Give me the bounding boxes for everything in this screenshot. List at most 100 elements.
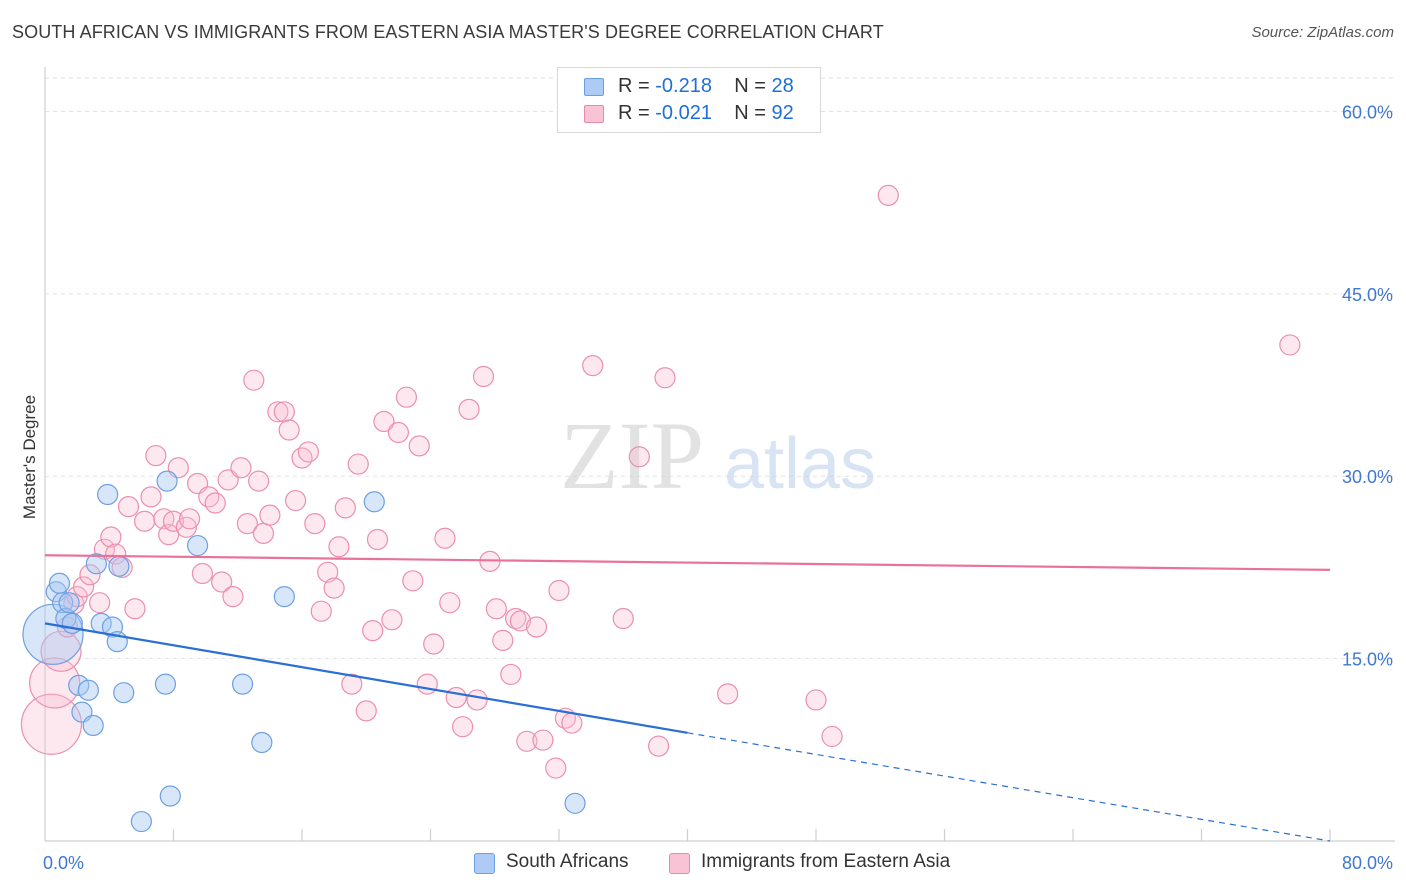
point-immigrant-eastern-asia [387,421,409,444]
point-immigrant-eastern-asia [72,576,95,598]
point-immigrant-eastern-asia [105,543,127,565]
point-immigrant-eastern-asia [133,510,156,532]
point-immigrant-eastern-asia [452,716,474,738]
point-south-african [82,714,104,737]
point-immigrant-eastern-asia [545,757,567,779]
point-immigrant-eastern-asia [222,586,244,608]
point-immigrant-eastern-asia [40,630,82,672]
point-immigrant-eastern-asia [259,504,281,526]
point-immigrant-eastern-asia [654,367,676,389]
point-immigrant-eastern-asia [297,441,320,463]
point-immigrant-eastern-asia [100,526,122,548]
point-immigrant-eastern-asia [821,725,843,748]
point-immigrant-eastern-asia [89,592,111,614]
point-immigrant-eastern-asia [284,489,307,512]
point-south-african [251,731,273,754]
point-immigrant-eastern-asia [373,410,395,433]
legend-r-label: R = [618,75,650,97]
point-immigrant-eastern-asia [525,616,548,638]
point-immigrant-eastern-asia [472,365,495,388]
point-immigrant-eastern-asia [178,508,201,530]
legend-r-value: -0.021 [655,102,712,124]
trend-line-immigrants [44,554,1331,571]
point-south-african [68,674,90,696]
legend-n-label: N = [734,75,766,97]
point-immigrant-eastern-asia [328,536,350,558]
y-tick-label: 15.0% [1342,650,1393,670]
point-immigrant-eastern-asia [548,579,570,602]
chart-source: Source: ZipAtlas.com [1251,24,1394,41]
trend-lines [44,554,1331,842]
legend-label: Immigrants from Eastern Asia [701,851,951,872]
point-south-african [52,592,74,614]
point-immigrant-eastern-asia [434,527,456,549]
point-south-african [273,586,295,608]
point-immigrant-eastern-asia [310,600,332,622]
point-south-african [156,470,178,492]
point-immigrant-eastern-asia [117,496,140,518]
point-south-african [85,553,108,575]
y-axis-label: Master's Degree [20,395,39,519]
point-south-african [113,682,135,704]
point-south-african [564,792,586,814]
point-immigrant-eastern-asia [278,419,300,441]
watermark: ZIP atlas [560,402,876,509]
point-immigrant-eastern-asia [805,689,827,711]
legend-swatch-pink [584,105,604,123]
point-south-african [130,810,152,833]
point-immigrant-eastern-asia [492,629,514,651]
point-immigrant-eastern-asia [230,457,252,479]
point-immigrant-eastern-asia [381,609,403,631]
point-immigrant-eastern-asia [317,561,339,583]
point-immigrant-eastern-asia [145,444,167,467]
point-immigrant-eastern-asia [273,401,295,423]
legend-text: R = -0.218 N = 28 [618,75,794,98]
point-immigrant-eastern-asia [416,673,438,695]
point-immigrant-eastern-asia [79,564,101,586]
legend-n-value: 92 [771,102,794,124]
point-immigrant-eastern-asia [582,354,604,377]
point-south-african [231,673,254,695]
point-immigrant-eastern-asia [323,577,345,599]
point-immigrant-eastern-asia [334,497,356,519]
point-south-african [159,785,181,807]
legend-swatch-blue [474,853,495,874]
point-immigrant-eastern-asia [362,620,384,642]
point-immigrant-eastern-asia [516,730,538,752]
legend-r-label: R = [618,102,650,124]
point-immigrant-eastern-asia [509,610,532,632]
trend-line-south-africans [44,622,688,734]
point-immigrant-eastern-asia [485,598,507,620]
point-south-african [77,679,99,701]
point-immigrant-eastern-asia [204,492,226,514]
point-south-african [48,572,71,594]
point-immigrant-eastern-asia [408,435,430,457]
point-immigrant-eastern-asia [466,689,488,711]
axis-labels: 15.0% 30.0% 45.0% 60.0% 0.0% 80.0% Master's De… [20,102,1393,873]
point-south-african [97,483,119,506]
y-tick-label: 60.0% [1342,102,1393,122]
legend-n-value: 28 [771,75,794,97]
point-immigrant-eastern-asia [877,184,899,206]
point-immigrant-eastern-asia [439,592,461,614]
correlation-legend: R = -0.218 N = 28 R = -0.021 N = 92 [557,67,821,133]
point-south-african [154,673,177,695]
point-immigrant-eastern-asia [561,712,583,734]
point-immigrant-eastern-asia [458,398,480,420]
point-south-african [108,555,130,577]
point-immigrant-eastern-asia [445,686,467,709]
point-immigrant-eastern-asia [355,700,377,722]
point-immigrant-eastern-asia [243,369,265,391]
point-immigrant-eastern-asia [366,528,389,551]
watermark-atlas: atlas [724,424,876,504]
point-immigrant-eastern-asia [248,470,270,492]
legend-n-label: N = [734,102,766,124]
point-immigrant-eastern-asia [347,453,369,475]
watermark-zip: ZIP [560,402,704,509]
point-immigrant-eastern-asia [191,562,214,585]
point-immigrant-eastern-asia [1279,334,1301,356]
point-immigrant-eastern-asia [612,607,634,630]
point-south-african [363,491,385,513]
point-immigrant-eastern-asia [500,663,522,686]
point-immigrant-eastern-asia [402,570,424,592]
